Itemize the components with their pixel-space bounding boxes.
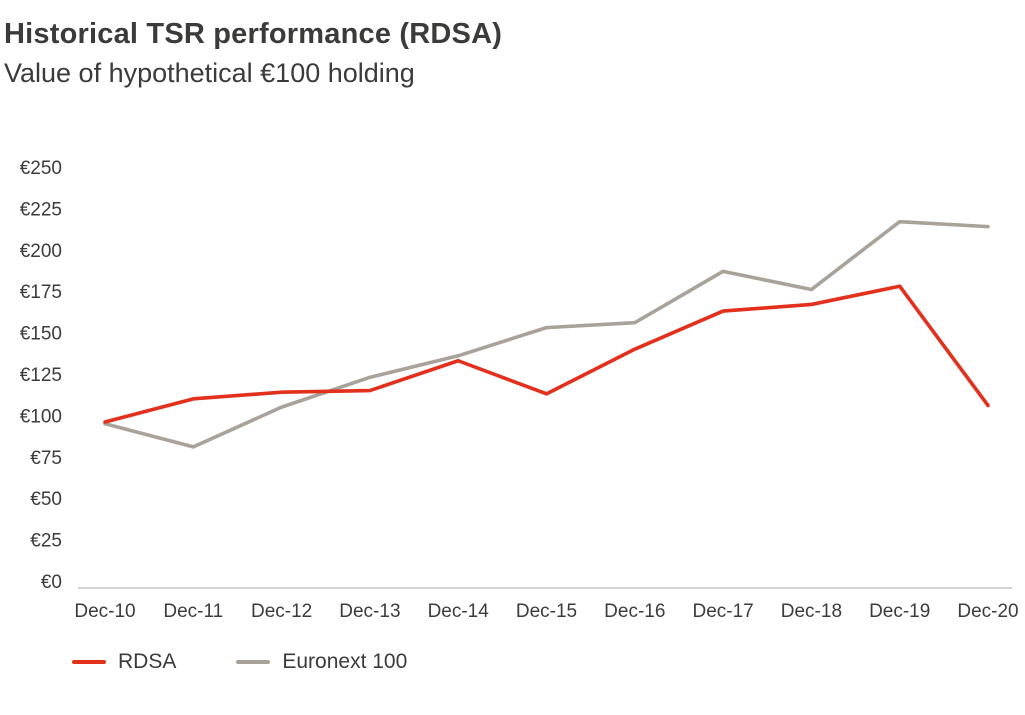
- euronext-line-swatch: [236, 660, 271, 664]
- legend-label-euronext: Euronext 100: [282, 650, 408, 673]
- y-tick-label: €0: [41, 572, 62, 593]
- euronext-100-line: [103, 219, 990, 449]
- x-tick-label: Dec-13: [339, 601, 400, 622]
- rdsa-line-swatch: [72, 660, 106, 664]
- legend-item-rdsa: RDSA: [72, 650, 176, 674]
- x-tick-label: Dec-16: [604, 601, 665, 622]
- y-tick-label: €250: [20, 158, 62, 179]
- x-tick-label: Dec-20: [957, 601, 1018, 622]
- chart-legend: RDSA Euronext 100: [72, 650, 407, 674]
- y-tick-label: €225: [20, 199, 62, 220]
- x-tick-label: Dec-19: [869, 601, 930, 622]
- y-tick-label: €125: [20, 365, 62, 386]
- y-tick-label: €175: [20, 282, 62, 303]
- y-tick-label: €200: [20, 241, 62, 262]
- chart-subtitle: Value of hypothetical €100 holding: [4, 58, 415, 88]
- x-tick-label: Dec-14: [428, 601, 490, 622]
- y-tick-label: €100: [20, 406, 62, 427]
- x-tick-label: Dec-12: [251, 601, 312, 622]
- x-tick-label: Dec-10: [74, 601, 135, 622]
- chart-title: Historical TSR performance (RDSA): [4, 18, 503, 50]
- x-tick-label: Dec-11: [163, 601, 223, 622]
- y-tick-label: €50: [30, 489, 62, 510]
- y-tick-label: €75: [30, 448, 62, 469]
- y-tick-label: €150: [20, 324, 62, 345]
- rdsa-line: [103, 284, 990, 424]
- x-tick-label: Dec-17: [692, 601, 753, 622]
- legend-label-rdsa: RDSA: [118, 650, 177, 673]
- x-tick-label: Dec-18: [781, 601, 842, 622]
- legend-item-euronext: Euronext 100: [236, 650, 407, 674]
- y-tick-label: €25: [30, 531, 62, 552]
- x-tick-label: Dec-15: [516, 601, 577, 622]
